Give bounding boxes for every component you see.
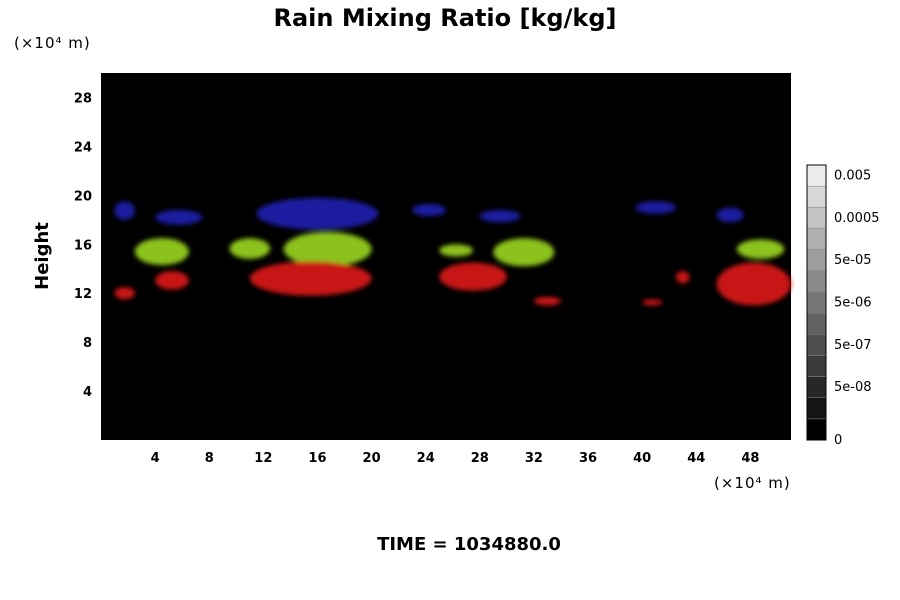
rain-region-lower-14	[155, 271, 189, 290]
rain-region-middle-11	[493, 238, 555, 267]
y-tick-label: 12	[74, 287, 92, 302]
y-tick-label: 20	[74, 189, 92, 204]
colorbar-segment	[806, 207, 827, 229]
x-tick-label: 4	[151, 451, 160, 466]
rain-region-lower-17	[533, 296, 561, 306]
colorbar-segment	[806, 418, 827, 441]
rain-region-upper-4	[479, 210, 521, 223]
colorbar-segment	[806, 185, 827, 208]
colorbar-label: 5e-05	[834, 253, 872, 268]
y-tick-label: 28	[74, 91, 92, 106]
colorbar-segment	[806, 270, 827, 293]
colorbar-segment	[806, 376, 827, 398]
rain-region-upper-5	[635, 201, 676, 214]
colorbar-border	[806, 164, 827, 441]
x-tick-label: 12	[254, 451, 272, 466]
x-tick-label: 8	[205, 451, 214, 466]
plot-area	[101, 73, 791, 440]
rain-region-upper-3	[412, 203, 446, 217]
colorbar-label: 0.005	[834, 169, 871, 184]
colorbar-segment	[806, 333, 827, 356]
y-axis-label: Height	[32, 222, 53, 290]
rain-region-middle-7	[134, 238, 189, 266]
rain-region-upper-0	[114, 201, 135, 220]
colorbar-segment	[806, 249, 827, 272]
rain-region-middle-8	[229, 238, 271, 259]
colorbar	[806, 164, 827, 441]
y-tick-label: 16	[74, 238, 92, 253]
rain-region-lower-19	[676, 271, 690, 284]
x-tick-label: 16	[308, 451, 326, 466]
x-tick-label: 20	[363, 451, 381, 466]
chart-title: Rain Mixing Ratio [kg/kg]	[274, 4, 617, 32]
colorbar-label: 5e-06	[834, 296, 872, 311]
x-tick-label: 48	[741, 451, 759, 466]
x-tick-label: 32	[525, 451, 543, 466]
x-tick-label: 36	[579, 451, 597, 466]
x-axis-unit: (×10⁴ m)	[714, 474, 791, 492]
colorbar-segment	[806, 312, 827, 335]
time-label: TIME = 1034880.0	[377, 534, 561, 555]
y-tick-label: 8	[83, 336, 92, 351]
colorbar-label: 0.0005	[834, 211, 880, 226]
y-tick-label: 4	[83, 385, 92, 400]
rain-region-lower-20	[716, 262, 791, 306]
x-tick-label: 40	[633, 451, 651, 466]
rain-region-upper-2	[256, 197, 379, 230]
rain-region-upper-1	[155, 210, 203, 225]
colorbar-label: 5e-07	[834, 338, 872, 353]
y-axis-unit: (×10⁴ m)	[14, 34, 91, 52]
rain-region-lower-13	[114, 287, 135, 300]
colorbar-segment	[806, 291, 827, 314]
colorbar-label: 5e-08	[834, 380, 872, 395]
rain-region-lower-16	[439, 262, 507, 291]
colorbar-label: 0	[834, 433, 842, 448]
rain-region-lower-15	[249, 261, 372, 296]
rain-region-upper-6	[716, 207, 744, 223]
x-tick-label: 24	[417, 451, 435, 466]
rain-region-middle-12	[736, 239, 785, 259]
rain-regions	[114, 197, 791, 306]
y-tick-label: 24	[74, 140, 92, 155]
x-tick-label: 28	[471, 451, 489, 466]
colorbar-segment	[806, 397, 827, 420]
rain-region-lower-18	[642, 299, 663, 306]
colorbar-segment	[806, 164, 827, 187]
colorbar-labels: 0 5e-08 5e-07 5e-06 5e-05 0.0005 0.005	[834, 169, 880, 448]
x-tick-label: 44	[687, 451, 705, 466]
x-axis-ticks: 4 8 12 16 20 24 28 32 36 40 44 48	[151, 451, 760, 466]
colorbar-segment	[806, 355, 827, 377]
colorbar-segment	[806, 228, 827, 250]
rain-region-middle-10	[439, 244, 474, 257]
y-axis-ticks: 4 8 12 16 20 24 28	[74, 91, 92, 400]
rain-region-middle-9	[283, 232, 372, 267]
